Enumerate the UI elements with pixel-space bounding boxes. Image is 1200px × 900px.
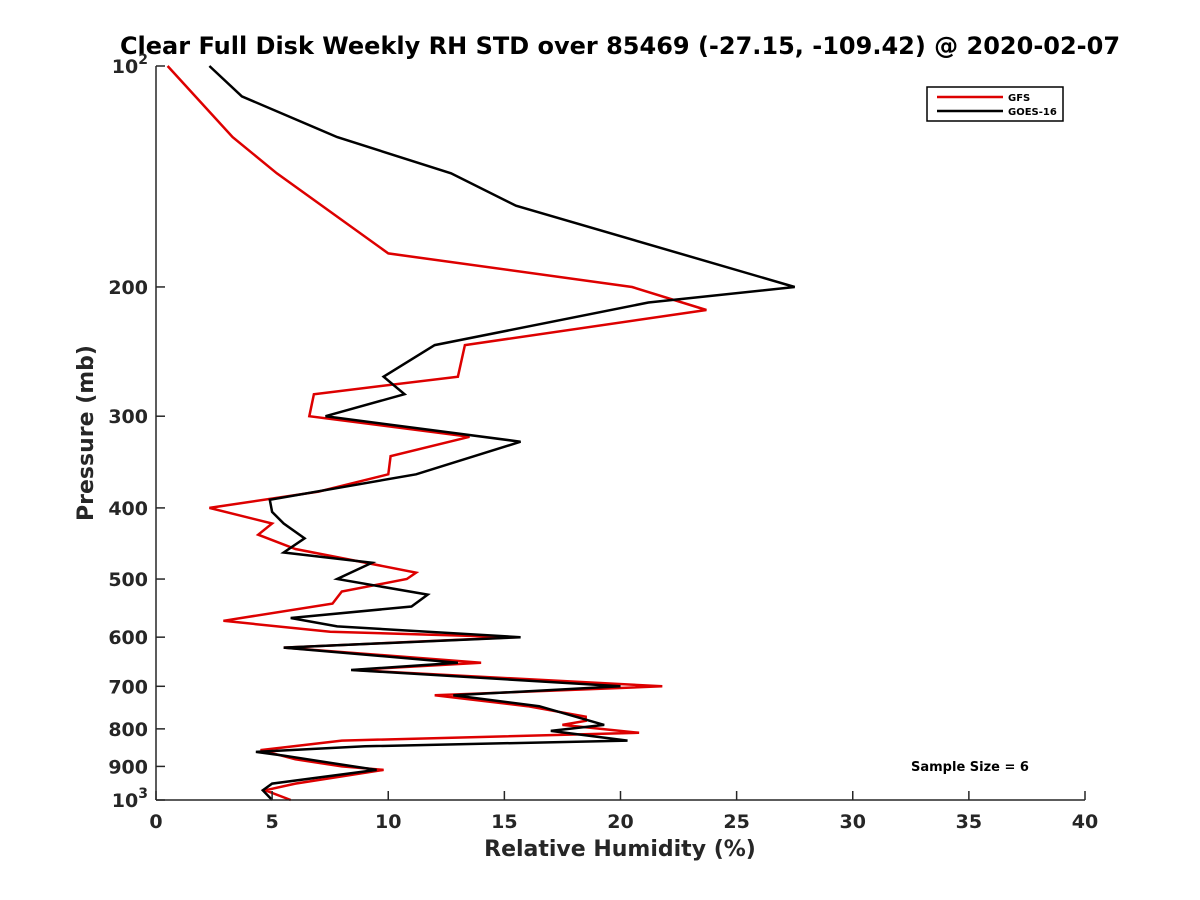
x-tick-label: 35 <box>956 811 982 833</box>
chart-title: Clear Full Disk Weekly RH STD over 85469… <box>120 32 1120 60</box>
y-tick-label: 600 <box>108 627 148 649</box>
x-tick-label: 30 <box>840 811 866 833</box>
series-layer <box>166 65 796 802</box>
plot-area: 0 5 10 15 20 25 30 35 40 102 200 300 400 500 600 700 80… <box>108 52 1098 833</box>
x-tick-label: 25 <box>723 811 749 833</box>
y-tick-label: 102 <box>112 52 148 78</box>
legend-label-goes16: GOES-16 <box>1008 107 1057 118</box>
y-tick-label: 103 <box>112 786 148 812</box>
y-tick-label: 700 <box>108 676 148 698</box>
y-tick-label: 400 <box>108 498 148 520</box>
x-tick-label: 0 <box>149 811 162 833</box>
x-tick-label: 40 <box>1072 811 1098 833</box>
y-tick-label: 500 <box>108 569 148 591</box>
series-line-goes16 <box>208 65 796 801</box>
x-ticks: 0 5 10 15 20 25 30 35 40 <box>149 791 1098 833</box>
y-tick-label: 300 <box>108 406 148 428</box>
y-axis-label: Pressure (mb) <box>74 345 99 521</box>
x-tick-label: 15 <box>491 811 517 833</box>
legend-box <box>926 86 1064 122</box>
x-axis-label: Relative Humidity (%) <box>484 837 756 862</box>
sample-size-annotation: Sample Size = 6 <box>911 760 1029 775</box>
legend: GFS GOES-16 <box>926 86 1064 122</box>
x-tick-label: 20 <box>607 811 633 833</box>
x-tick-label: 10 <box>375 811 401 833</box>
y-tick-label: 900 <box>108 756 148 778</box>
series-line-gfs <box>166 65 707 802</box>
y-tick-label: 200 <box>108 277 148 299</box>
y-ticks: 102 200 300 400 500 600 700 800 900 103 <box>108 52 165 812</box>
x-tick-label: 5 <box>266 811 279 833</box>
legend-label-gfs: GFS <box>1008 93 1030 104</box>
y-tick-label: 800 <box>108 719 148 741</box>
